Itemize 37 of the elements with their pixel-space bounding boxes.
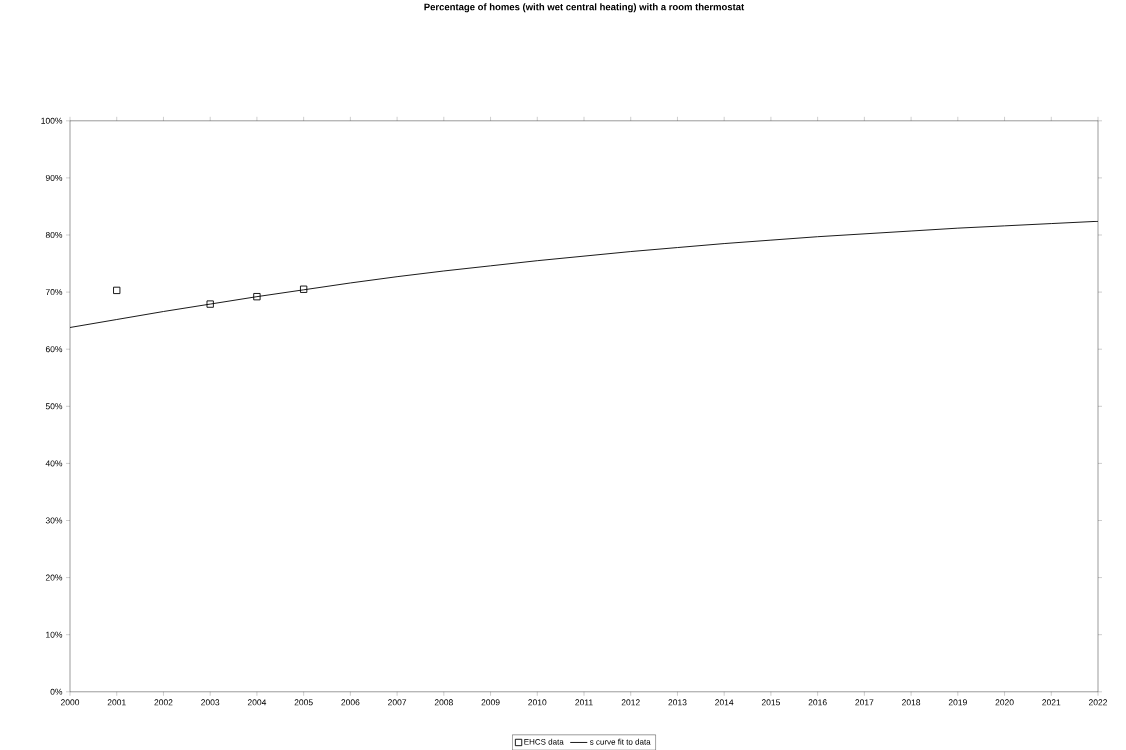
x-tick-label: 2015 (761, 699, 781, 706)
x-tick-label: 2013 (668, 699, 687, 706)
x-tick-label: 2000 (60, 699, 80, 706)
y-tick-label: 20% (45, 574, 63, 581)
y-tick-label: 60% (45, 346, 63, 353)
y-tick-label: 80% (45, 231, 63, 238)
legend-label: s curve fit to data (589, 738, 651, 745)
x-tick-label: 2008 (434, 699, 453, 706)
x-tick-label: 2003 (201, 699, 220, 706)
x-tick-label: 2011 (575, 699, 593, 706)
y-tick-label: 100% (41, 117, 63, 124)
y-tick-label: 0% (50, 688, 63, 695)
x-tick-label: 2020 (995, 699, 1014, 706)
x-tick-label: 2005 (294, 699, 313, 706)
x-tick-label: 2022 (1088, 699, 1108, 706)
x-tick-label: 2016 (808, 699, 827, 706)
x-tick-label: 2002 (154, 699, 173, 706)
x-tick-label: 2021 (1042, 699, 1061, 706)
y-tick-label: 30% (45, 517, 63, 524)
y-tick-label: 10% (46, 631, 63, 638)
x-tick-label: 2001 (107, 699, 126, 706)
y-tick-label: 50% (45, 403, 63, 410)
x-tick-label: 2004 (247, 699, 267, 706)
y-tick-label: 70% (45, 288, 63, 295)
x-tick-label: 2017 (855, 699, 874, 706)
x-tick-label: 2019 (948, 699, 967, 706)
x-tick-label: 2007 (388, 699, 407, 706)
x-tick-label: 2010 (528, 699, 547, 706)
x-tick-label: 2009 (481, 699, 500, 706)
y-tick-label: 90% (45, 174, 63, 181)
x-tick-label: 2018 (902, 699, 921, 706)
chart-title: Percentage of homes (with wet central heating) with a room thermostat (424, 3, 745, 13)
x-tick-label: 2014 (715, 699, 734, 706)
legend-label: EHCS data (524, 738, 564, 745)
x-tick-label: 2006 (341, 699, 360, 706)
x-tick-label: 2012 (621, 699, 640, 706)
y-tick-label: 40% (45, 460, 63, 467)
